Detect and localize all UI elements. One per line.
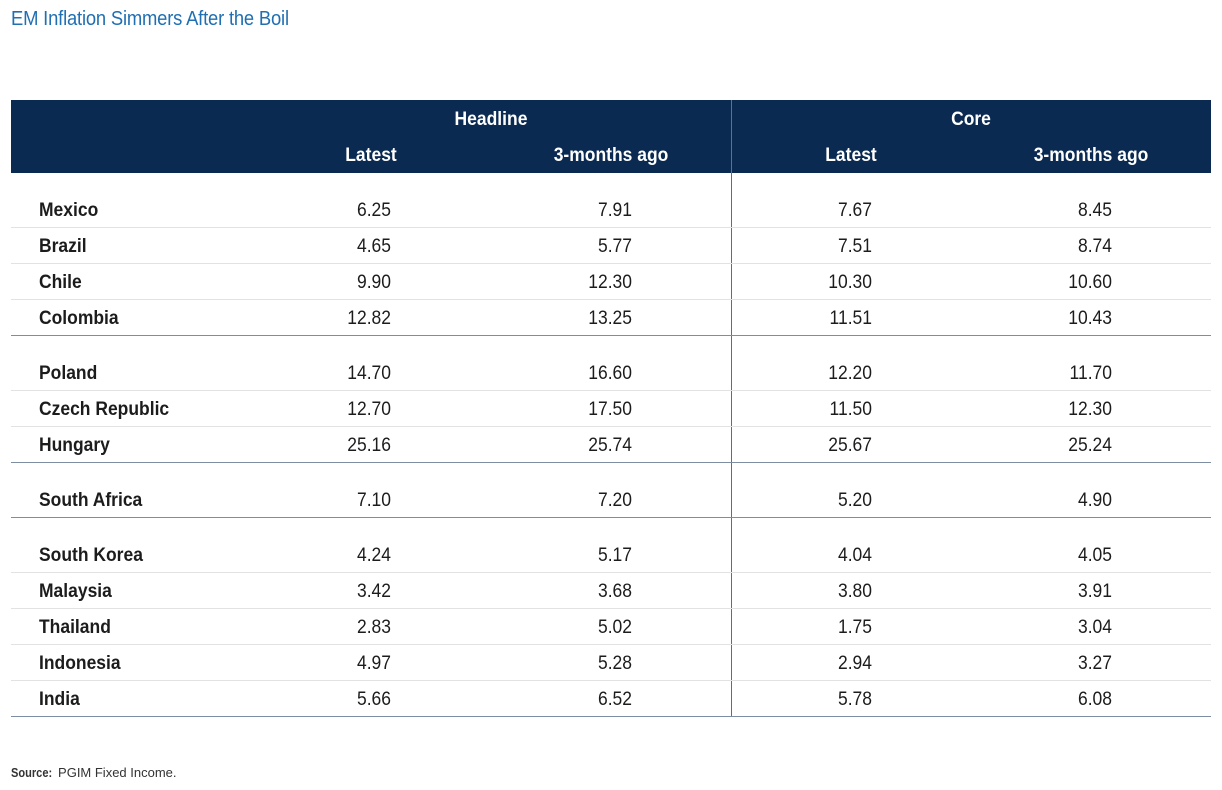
value-cell-headline-latest: 4.24 [356,545,391,566]
value-cell-headline-latest: 25.16 [347,435,391,456]
value-cell-core-latest: 3.80 [837,581,872,602]
value-cell-core-3m: 25.24 [1068,435,1112,456]
value-cell-core-latest: 5.78 [837,689,872,710]
table-row: Czech Republic 12.70 17.50 11.50 12.30 [11,391,1211,427]
country-cell: India [39,689,80,710]
source-text: PGIM Fixed Income. [58,765,177,780]
value-cell-headline-3m: 5.28 [597,653,632,674]
value-cell-core-latest: 5.20 [837,490,872,511]
value-cell-headline-3m: 7.91 [597,200,632,221]
col-header-core-latest: Latest [825,145,877,166]
table-header: Headline Core Latest 3-months ago Latest… [11,100,1211,173]
table-row: South Korea 4.24 5.17 4.04 4.05 [11,537,1211,573]
value-cell-headline-3m: 16.60 [588,363,632,384]
country-cell: Hungary [39,435,110,456]
group-spacer [11,518,1211,537]
inflation-table: Headline Core Latest 3-months ago Latest… [11,100,1211,717]
header-divider [731,100,732,173]
value-cell-headline-latest: 7.10 [356,490,391,511]
value-cell-headline-3m: 5.17 [597,545,632,566]
table-row: Indonesia 4.97 5.28 2.94 3.27 [11,645,1211,681]
value-cell-headline-latest: 4.97 [356,653,391,674]
value-cell-core-3m: 11.70 [1069,363,1112,384]
country-cell: Indonesia [39,653,121,674]
value-cell-core-3m: 8.74 [1077,236,1112,257]
value-cell-headline-latest: 6.25 [356,200,391,221]
value-cell-headline-3m: 12.30 [588,272,632,293]
value-cell-core-3m: 4.90 [1077,490,1112,511]
table-row: Hungary 25.16 25.74 25.67 25.24 [11,427,1211,463]
value-cell-core-latest: 10.30 [828,272,872,293]
country-cell: Malaysia [39,581,112,602]
value-cell-core-3m: 3.91 [1077,581,1112,602]
table-row: Poland 14.70 16.60 12.20 11.70 [11,355,1211,391]
value-cell-headline-3m: 5.77 [597,236,632,257]
value-cell-headline-latest: 14.70 [347,363,391,384]
country-cell: South Korea [39,545,143,566]
value-cell-headline-3m: 3.68 [597,581,632,602]
value-cell-core-latest: 7.67 [837,200,872,221]
group-header-headline: Headline [454,109,528,130]
table-row: Colombia 12.82 13.25 11.51 10.43 [11,300,1211,336]
value-cell-headline-3m: 6.52 [597,689,632,710]
col-header-headline-latest: Latest [345,145,397,166]
body-divider [731,173,732,717]
value-cell-core-latest: 11.51 [829,308,872,329]
group-spacer [11,463,1211,482]
value-cell-core-3m: 6.08 [1077,689,1112,710]
value-cell-headline-latest: 9.90 [356,272,391,293]
value-cell-core-latest: 25.67 [828,435,872,456]
table-row: Mexico 6.25 7.91 7.67 8.45 [11,192,1211,228]
country-cell: Brazil [39,236,87,257]
country-cell: Thailand [39,617,111,638]
country-cell: Colombia [39,308,119,329]
group-spacer [11,336,1211,355]
table-row: Chile 9.90 12.30 10.30 10.60 [11,264,1211,300]
value-cell-headline-latest: 12.70 [347,399,391,420]
table-row: India 5.66 6.52 5.78 6.08 [11,681,1211,717]
value-cell-core-latest: 4.04 [837,545,872,566]
country-cell: Mexico [39,200,99,221]
source-label: Source: [11,765,53,780]
value-cell-core-latest: 11.50 [829,399,872,420]
source-note: Source: PGIM Fixed Income. [11,765,177,780]
value-cell-core-latest: 1.75 [837,617,872,638]
value-cell-core-latest: 7.51 [837,236,872,257]
country-cell: South Africa [39,490,143,511]
value-cell-core-latest: 2.94 [837,653,872,674]
page-title: EM Inflation Simmers After the Boil [11,8,289,30]
value-cell-core-3m: 12.30 [1068,399,1112,420]
group-spacer [11,173,1211,192]
country-cell: Czech Republic [39,399,170,420]
group-header-core: Core [951,109,991,130]
country-cell: Chile [39,272,82,293]
table-body: Mexico 6.25 7.91 7.67 8.45 Brazil 4.65 5.77 7.51… [11,173,1211,717]
value-cell-core-3m: 10.60 [1068,272,1112,293]
value-cell-headline-3m: 5.02 [597,617,632,638]
value-cell-headline-3m: 13.25 [588,308,632,329]
value-cell-headline-latest: 2.83 [356,617,391,638]
value-cell-core-3m: 3.04 [1077,617,1112,638]
value-cell-headline-3m: 7.20 [597,490,632,511]
value-cell-headline-latest: 4.65 [356,236,391,257]
value-cell-core-3m: 8.45 [1077,200,1112,221]
table-row: Thailand 2.83 5.02 1.75 3.04 [11,609,1211,645]
country-cell: Poland [39,363,98,384]
value-cell-core-3m: 3.27 [1077,653,1112,674]
value-cell-headline-latest: 5.66 [356,689,391,710]
value-cell-core-3m: 4.05 [1077,545,1112,566]
value-cell-headline-latest: 3.42 [356,581,391,602]
value-cell-headline-3m: 25.74 [588,435,632,456]
value-cell-core-latest: 12.20 [828,363,872,384]
value-cell-headline-latest: 12.82 [347,308,391,329]
table-row: Brazil 4.65 5.77 7.51 8.74 [11,228,1211,264]
col-header-headline-3m: 3-months ago [553,145,669,166]
value-cell-headline-3m: 17.50 [588,399,632,420]
value-cell-core-3m: 10.43 [1068,308,1112,329]
table-row: South Africa 7.10 7.20 5.20 4.90 [11,482,1211,518]
col-header-core-3m: 3-months ago [1033,145,1149,166]
table-row: Malaysia 3.42 3.68 3.80 3.91 [11,573,1211,609]
